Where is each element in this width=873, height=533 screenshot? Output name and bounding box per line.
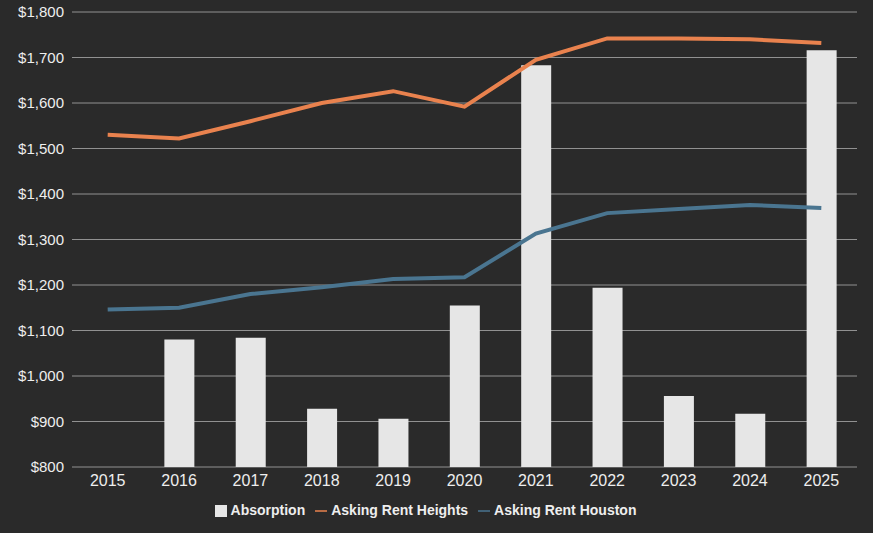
svg-text:2018: 2018	[304, 472, 340, 489]
html-text:Asking Rent Houston: Asking Rent Houston	[494, 502, 637, 518]
svg-text:$900: $900	[31, 413, 64, 430]
html-text:Absorption: Absorption	[230, 502, 306, 518]
svg-text:2015: 2015	[90, 472, 126, 489]
svg-text:$1,800: $1,800	[18, 3, 64, 20]
svg-text:$1,100: $1,100	[18, 322, 64, 339]
svg-text:2022: 2022	[589, 472, 625, 489]
svg-text:2024: 2024	[732, 472, 768, 489]
svg-text:2021: 2021	[518, 472, 554, 489]
svg-text:$1,200: $1,200	[18, 276, 64, 293]
svg-text:$1,700: $1,700	[18, 49, 64, 66]
svg-text:2020: 2020	[447, 472, 483, 489]
svg-text:$1,500: $1,500	[18, 140, 64, 157]
svg-text:$1,400: $1,400	[18, 185, 64, 202]
svg-text:2017: 2017	[233, 472, 269, 489]
svg-text:2016: 2016	[161, 472, 197, 489]
svg-text:2019: 2019	[375, 472, 411, 489]
svg-text:$1,600: $1,600	[18, 94, 64, 111]
svg-text:$1,000: $1,000	[18, 367, 64, 384]
html-text:Asking Rent Heights: Asking Rent Heights	[331, 502, 469, 518]
svg-text:2023: 2023	[661, 472, 697, 489]
svg-text:$800: $800	[31, 458, 64, 475]
svg-text:2025: 2025	[804, 472, 840, 489]
svg-text:$1,300: $1,300	[18, 231, 64, 248]
